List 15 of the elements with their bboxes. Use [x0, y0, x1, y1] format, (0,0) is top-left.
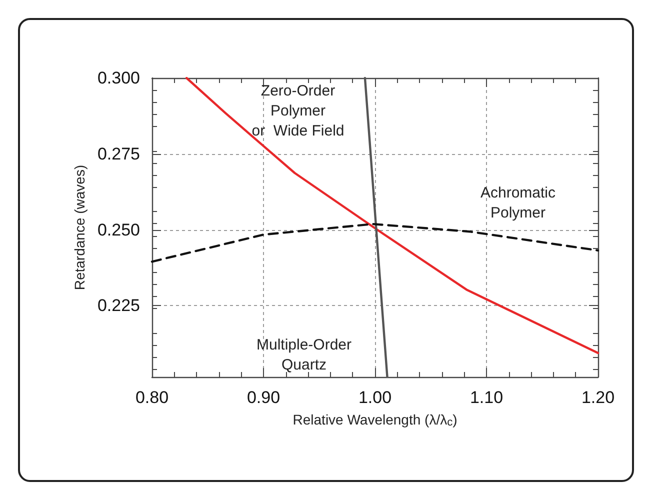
y-tick-label: 0.250	[97, 220, 140, 240]
x-tick-label: 1.00	[358, 388, 392, 407]
y-tick-label: 0.275	[97, 144, 140, 164]
annotation: Zero-Order Polymer or Wide Field	[252, 82, 344, 140]
y-tick-label: 0.300	[97, 68, 140, 88]
x-tick-label: 1.10	[470, 388, 504, 407]
x-tick-label: 0.80	[135, 388, 169, 407]
annotation: Achromatic Polymer	[480, 184, 556, 222]
y-axis-title: Retardance (waves)	[72, 164, 88, 290]
x-tick-label: 0.90	[246, 388, 280, 407]
annotation: Multiple-Order Quartz	[256, 336, 352, 374]
line-series	[150, 222, 600, 263]
y-tick-label: 0.225	[97, 296, 140, 316]
x-tick-label: 1.20	[581, 388, 615, 407]
line-series	[185, 76, 600, 354]
